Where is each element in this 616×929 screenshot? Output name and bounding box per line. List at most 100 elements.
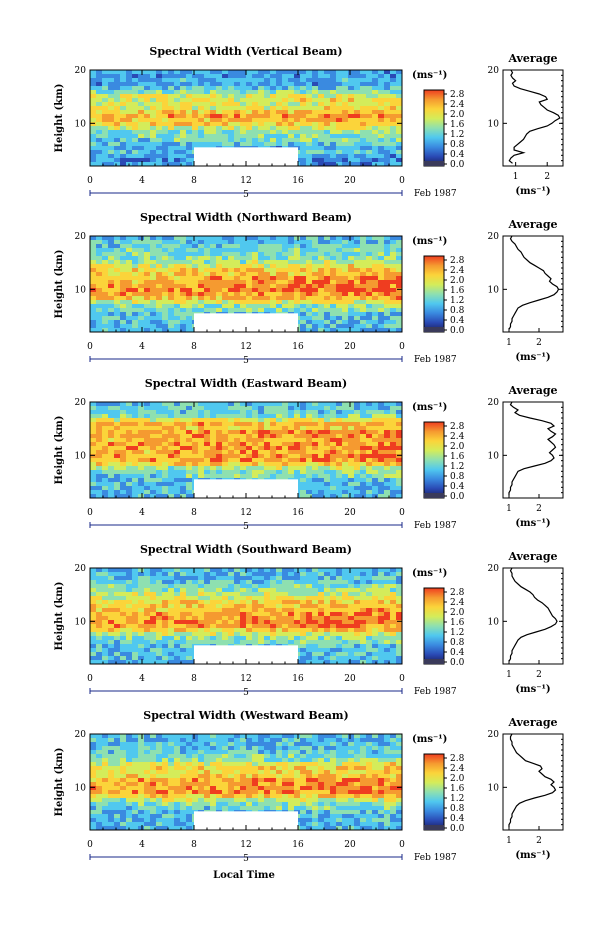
heatmap-cell [306, 418, 313, 423]
heatmap-cell [126, 600, 133, 605]
heatmap-cell [384, 474, 391, 479]
heatmap-cell [108, 414, 115, 419]
heatmap-cell [312, 430, 319, 435]
heatmap-cell [222, 620, 229, 625]
heatmap-cell [372, 328, 379, 333]
heatmap-cell [384, 146, 391, 151]
heatmap-cell [336, 632, 343, 637]
heatmap-cell [120, 102, 127, 107]
heatmap-cell [384, 410, 391, 415]
heatmap-cell [144, 248, 151, 253]
heatmap-cell [216, 256, 223, 261]
heatmap-cell [282, 142, 289, 147]
heatmap-cell [264, 592, 271, 597]
heatmap-cell [396, 482, 403, 487]
heatmap-cell [204, 454, 211, 459]
heatmap-cell [156, 142, 163, 147]
heatmap-cell [396, 568, 403, 573]
heatmap-cell [354, 592, 361, 597]
heatmap-cell [126, 592, 133, 597]
heatmap-cell [396, 632, 403, 637]
heatmap-cell [318, 86, 325, 91]
heatmap-cell [96, 252, 103, 257]
heatmap-cell [318, 312, 325, 317]
heatmap-cell [108, 430, 115, 435]
heatmap-cell [276, 402, 283, 407]
heatmap-cell [168, 252, 175, 257]
heatmap-cell [312, 292, 319, 297]
heatmap-cell [102, 304, 109, 309]
heatmap-cell [204, 106, 211, 111]
heatmap-cell [252, 272, 259, 277]
heatmap-cell [330, 102, 337, 107]
heatmap-cell [258, 260, 265, 265]
heatmap-cell [264, 236, 271, 241]
heatmap-cell [288, 628, 295, 633]
heatmap-cell [138, 620, 145, 625]
heatmap-cell [138, 474, 145, 479]
heatmap-cell [324, 82, 331, 87]
heatmap-cell [258, 422, 265, 427]
heatmap-cell [318, 572, 325, 577]
heatmap-cell [270, 474, 277, 479]
heatmap-cell [150, 426, 157, 431]
heatmap-cell [390, 244, 397, 249]
heatmap-cell [168, 422, 175, 427]
heatmap-cell [234, 134, 241, 139]
heatmap-cell [222, 296, 229, 301]
heatmap-cell [288, 596, 295, 601]
heatmap-cell [102, 588, 109, 593]
heatmap-cell [114, 446, 121, 451]
heatmap-cell [120, 82, 127, 87]
heatmap-cell [348, 268, 355, 273]
heatmap-cell [174, 608, 181, 613]
heatmap-cell [294, 466, 301, 471]
heatmap-cell [144, 328, 151, 333]
heatmap-cell [300, 146, 307, 151]
heatmap-cell [390, 268, 397, 273]
heatmap-cell [144, 616, 151, 621]
heatmap-cell [336, 600, 343, 605]
heatmap-cell [210, 426, 217, 431]
heatmap-cell [366, 288, 373, 293]
heatmap-cell [360, 284, 367, 289]
heatmap-cell [198, 94, 205, 99]
heatmap-cell [324, 466, 331, 471]
heatmap-cell [360, 458, 367, 463]
heatmap-cell [360, 256, 367, 261]
heatmap-cell [354, 308, 361, 313]
heatmap-cell [336, 106, 343, 111]
heatmap-cell [378, 122, 385, 127]
heatmap-cell [168, 260, 175, 265]
heatmap-cell [318, 118, 325, 123]
heatmap-cell [96, 162, 103, 167]
heatmap-cell [348, 248, 355, 253]
heatmap-cell [264, 406, 271, 411]
heatmap-cell [336, 406, 343, 411]
heatmap-cell [156, 584, 163, 589]
heatmap-cell [324, 442, 331, 447]
heatmap-cell [240, 86, 247, 91]
heatmap-cell [288, 240, 295, 245]
heatmap-cell [396, 280, 403, 285]
heatmap-cell [96, 272, 103, 277]
heatmap-cell [330, 470, 337, 475]
heatmap-cell [102, 454, 109, 459]
heatmap-cell [216, 592, 223, 597]
heatmap-cell [168, 474, 175, 479]
heatmap-cell [144, 402, 151, 407]
heatmap-cell [270, 118, 277, 123]
heatmap-cell [384, 612, 391, 617]
heatmap-cell [204, 280, 211, 285]
heatmap-cell [342, 272, 349, 277]
heatmap-cell [138, 402, 145, 407]
heatmap-cell [198, 600, 205, 605]
heatmap-cell [126, 252, 133, 257]
heatmap-cell [216, 268, 223, 273]
heatmap-cell [366, 320, 373, 325]
heatmap-cell [312, 94, 319, 99]
heatmap-cell [180, 438, 187, 443]
heatmap-cell [270, 632, 277, 637]
heatmap-cell [150, 268, 157, 273]
heatmap-cell [342, 98, 349, 103]
